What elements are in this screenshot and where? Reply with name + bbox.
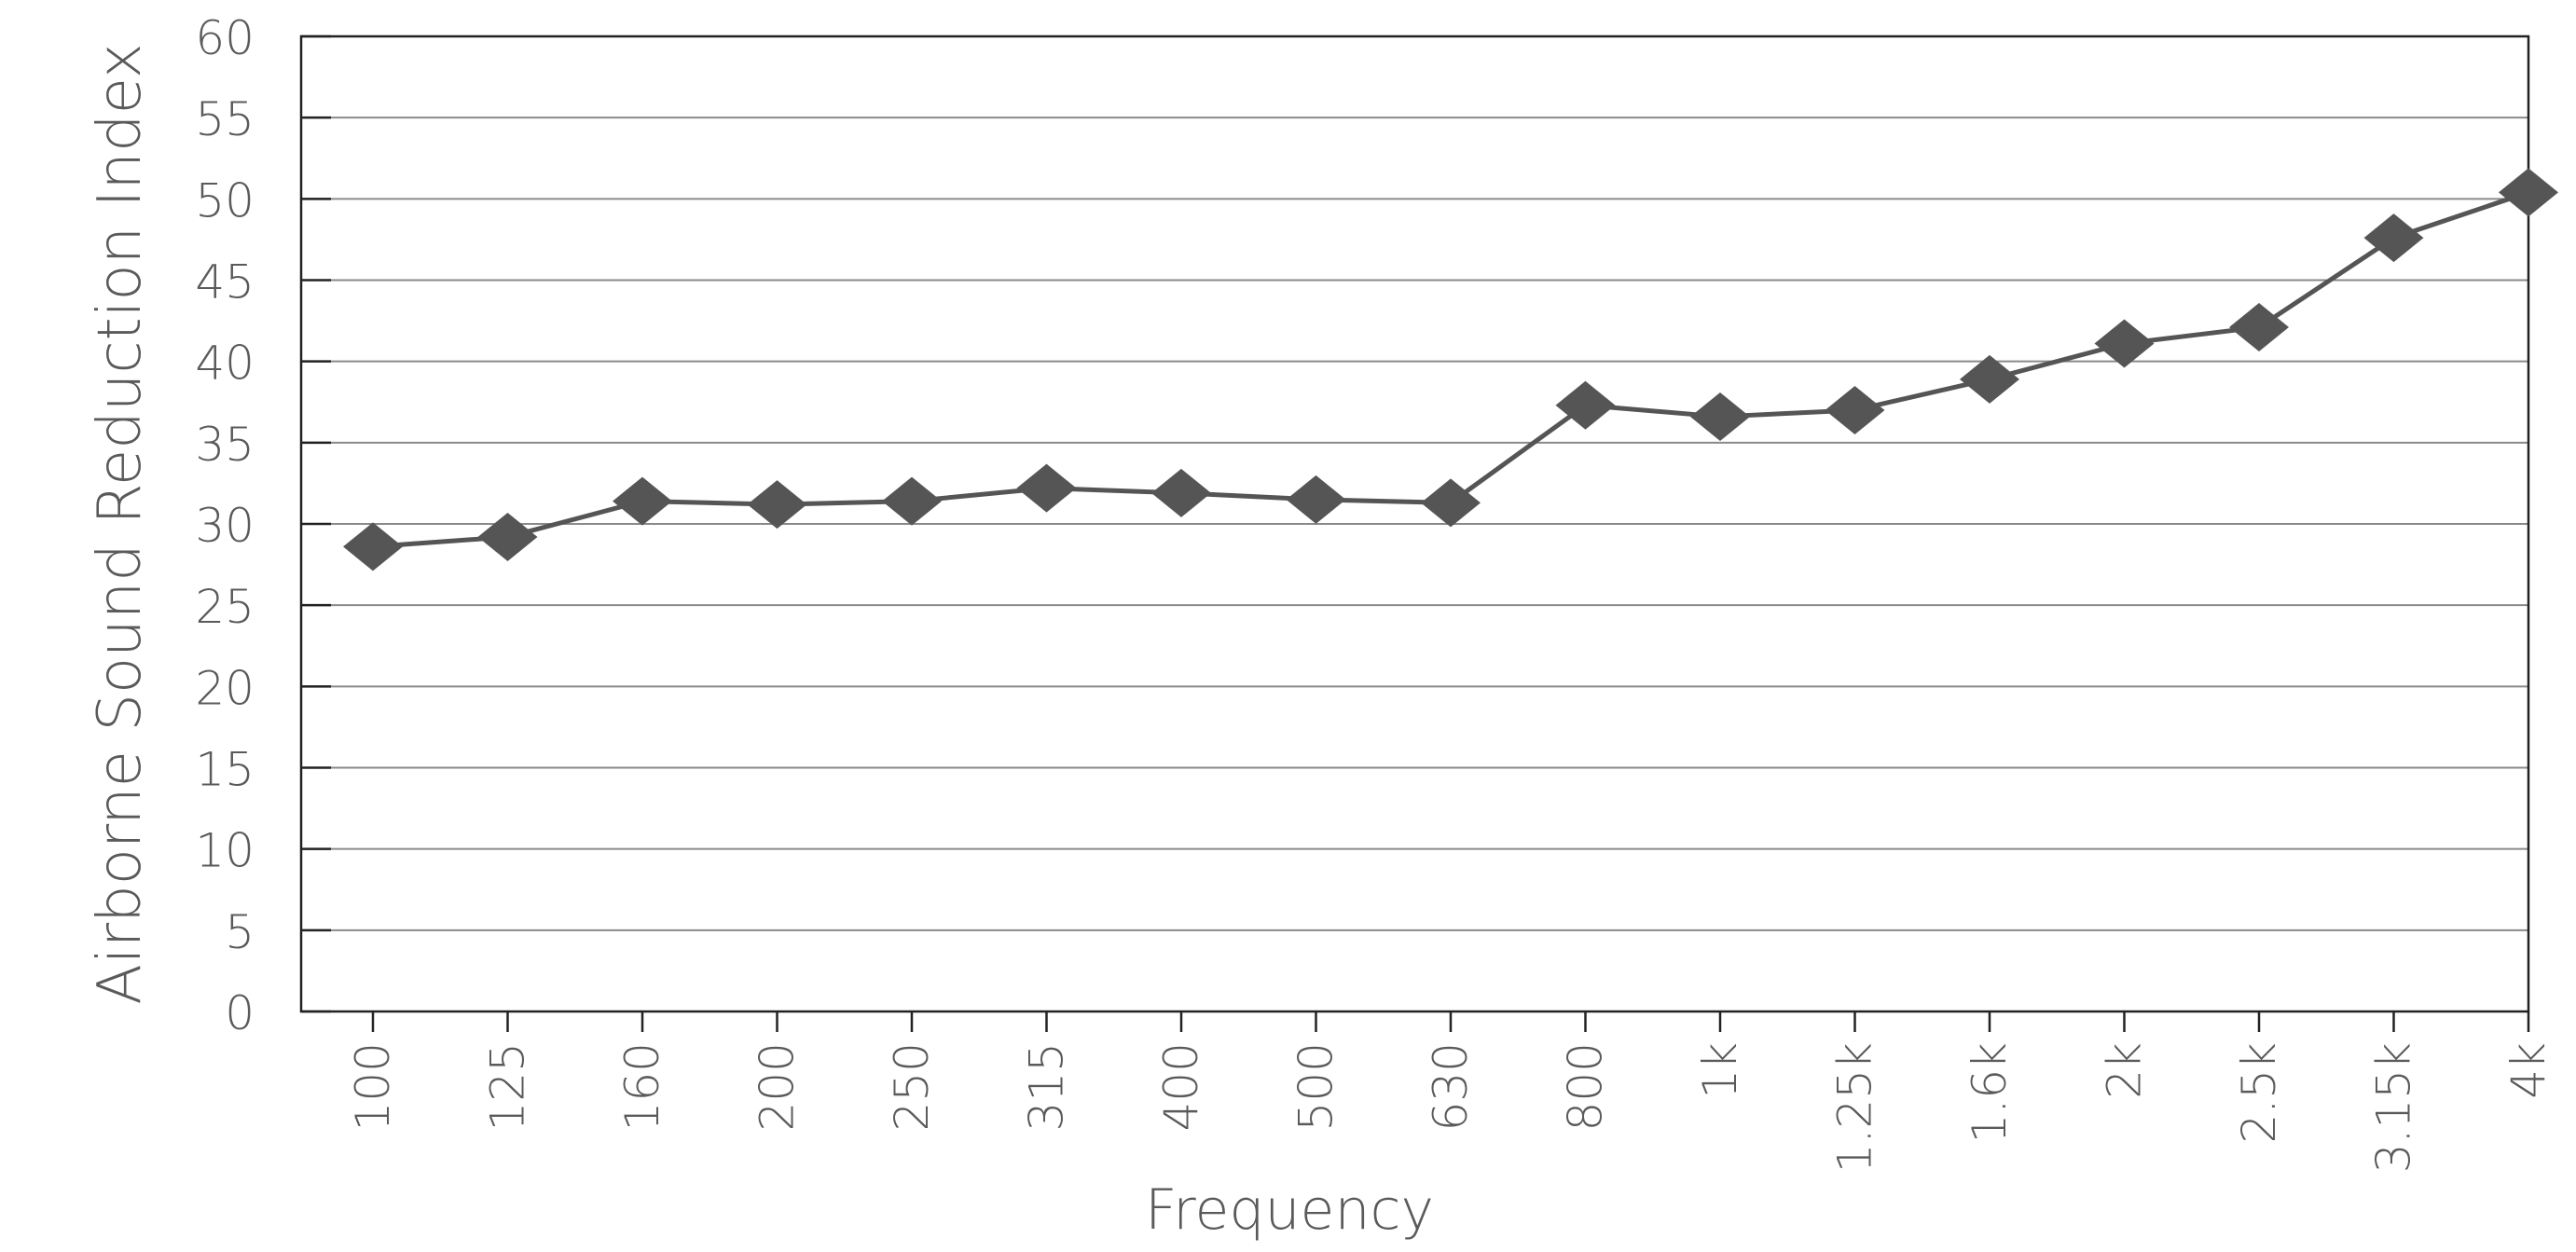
y-tick-label: 40: [195, 337, 255, 391]
y-tick-label: 25: [195, 580, 255, 634]
y-tick-label: 35: [195, 418, 255, 472]
data-point-marker: [1825, 385, 1885, 434]
data-point-marker: [1555, 380, 1616, 430]
x-tick-label: 1.6k: [1963, 1042, 2017, 1143]
y-tick-label: 5: [225, 905, 255, 959]
y-tick-label: 45: [195, 255, 255, 310]
gridlines: [301, 117, 2528, 931]
x-tick-label: 2.5k: [2232, 1042, 2286, 1143]
data-point-marker: [747, 480, 807, 530]
data-point-marker: [2363, 213, 2424, 263]
y-axis-title: Airborne Sound Reduction Index: [86, 43, 155, 1004]
y-axis-ticks: 0 5 10 15 20 25 30 35 40 45 50 55 60: [195, 11, 331, 1040]
data-point-marker: [477, 512, 538, 561]
data-point-marker: [1960, 354, 2019, 404]
data-point-marker: [2229, 303, 2289, 352]
y-tick-label: 50: [195, 173, 255, 227]
y-tick-label: 20: [195, 661, 255, 715]
x-tick-label: 630: [1424, 1042, 1478, 1131]
x-tick-label: 200: [751, 1042, 805, 1131]
data-point-marker: [2499, 168, 2558, 217]
x-tick-label: 2k: [2098, 1042, 2152, 1099]
x-tick-label: 1.25k: [1828, 1042, 1882, 1173]
y-tick-label: 55: [195, 92, 255, 146]
y-tick-label: 0: [225, 986, 255, 1040]
x-tick-label: 315: [1020, 1042, 1074, 1131]
data-point-marker: [1690, 392, 1750, 441]
data-point-marker: [1016, 463, 1077, 513]
y-tick-label: 10: [195, 824, 255, 878]
x-tick-label: 3.15k: [2367, 1042, 2421, 1173]
data-point-marker: [613, 476, 672, 526]
x-tick-label: 160: [615, 1042, 669, 1131]
x-tick-label: 800: [1559, 1042, 1613, 1131]
x-tick-label: 100: [346, 1042, 400, 1131]
series-layer: [343, 168, 2558, 571]
x-tick-label: 4k: [2501, 1042, 2555, 1099]
x-axis-ticks: 100 125 160 200 250 315 400 500 630 800 1k 1.25k 1.6…: [346, 1011, 2555, 1173]
x-tick-label: 250: [885, 1042, 939, 1131]
y-tick-label: 60: [195, 11, 255, 65]
x-tick-label: 1k: [1693, 1042, 1747, 1099]
x-tick-label: 125: [481, 1042, 535, 1131]
x-tick-label: 500: [1289, 1042, 1343, 1131]
x-axis-title: Frequency: [1145, 1177, 1434, 1243]
x-tick-label: 400: [1154, 1042, 1208, 1131]
data-point-marker: [882, 476, 942, 526]
data-point-marker: [1421, 478, 1481, 528]
y-tick-label: 15: [195, 743, 255, 797]
data-point-marker: [1286, 475, 1346, 524]
data-point-marker: [1151, 468, 1211, 517]
data-point-marker: [2094, 319, 2155, 368]
y-tick-label: 30: [195, 499, 255, 553]
data-point-marker: [343, 522, 403, 571]
